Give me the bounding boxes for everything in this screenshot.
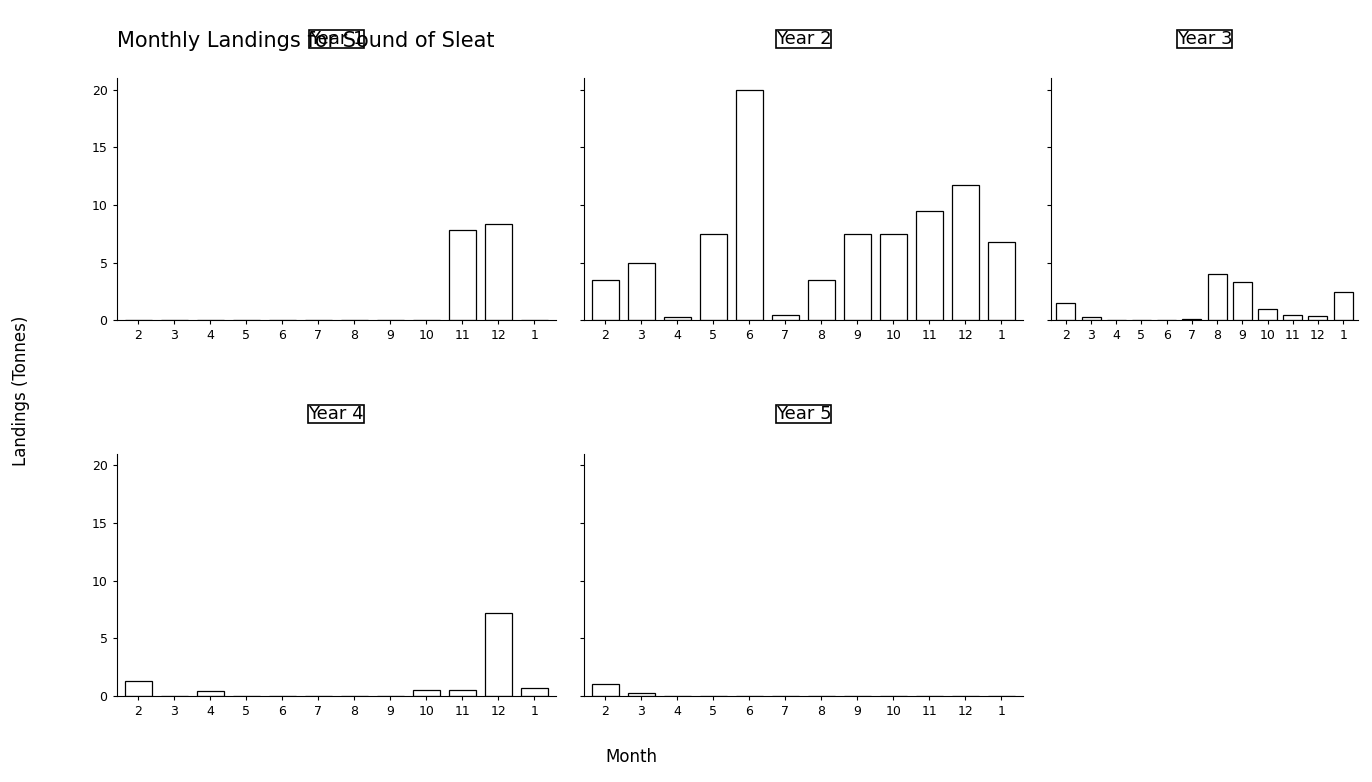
Bar xyxy=(916,211,943,321)
Text: Year 1: Year 1 xyxy=(309,30,364,48)
Text: Year 3: Year 3 xyxy=(1177,30,1232,48)
Bar xyxy=(735,90,763,321)
Bar xyxy=(988,242,1015,321)
Bar xyxy=(1309,316,1327,321)
Bar xyxy=(844,234,871,321)
Bar xyxy=(449,231,476,321)
Bar xyxy=(1334,292,1353,321)
Bar xyxy=(664,317,691,321)
Text: Landings (Tonnes): Landings (Tonnes) xyxy=(11,316,30,466)
Bar xyxy=(772,314,799,321)
Text: Year 4: Year 4 xyxy=(309,405,364,423)
Bar xyxy=(484,613,512,696)
Bar xyxy=(125,681,152,696)
Bar xyxy=(1207,274,1227,321)
Bar xyxy=(628,263,654,321)
Bar xyxy=(952,185,980,321)
Bar xyxy=(628,693,654,696)
Bar xyxy=(521,688,547,696)
Bar xyxy=(808,280,836,321)
Bar xyxy=(879,234,907,321)
Text: Year 5: Year 5 xyxy=(775,405,831,423)
Bar xyxy=(1183,319,1202,321)
Text: Month: Month xyxy=(605,748,657,766)
Bar xyxy=(700,234,727,321)
Text: Year 2: Year 2 xyxy=(775,30,831,48)
Bar xyxy=(1283,314,1302,321)
Bar xyxy=(196,691,224,696)
Bar xyxy=(1081,317,1100,321)
Bar xyxy=(591,280,619,321)
Bar xyxy=(1258,309,1277,321)
Bar xyxy=(413,691,440,696)
Text: Monthly Landings for Sound of Sleat: Monthly Landings for Sound of Sleat xyxy=(117,31,494,52)
Bar xyxy=(484,224,512,321)
Bar xyxy=(1233,282,1251,321)
Bar xyxy=(1056,303,1076,321)
Bar xyxy=(449,691,476,696)
Bar xyxy=(591,684,619,696)
